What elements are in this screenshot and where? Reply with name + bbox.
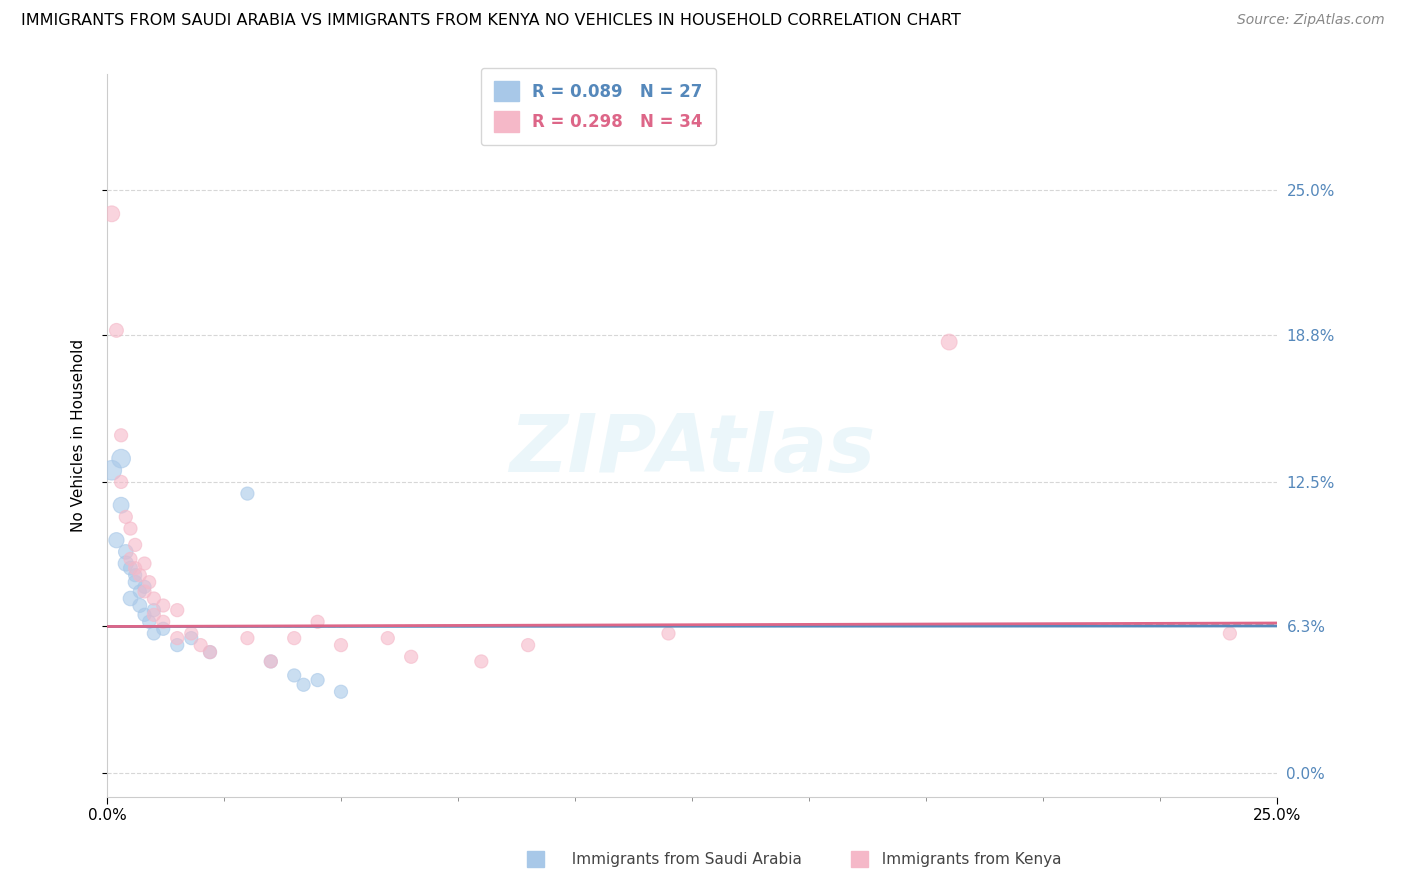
Point	[307, 615, 329, 629]
Point	[377, 631, 399, 645]
Point	[470, 655, 492, 669]
Point	[124, 538, 146, 552]
Point	[152, 599, 174, 613]
Point	[105, 323, 128, 337]
Point	[180, 626, 202, 640]
Point	[236, 486, 259, 500]
Point	[283, 631, 305, 645]
Text: ZIPAtlas: ZIPAtlas	[509, 410, 875, 489]
Point	[292, 678, 315, 692]
Point	[120, 561, 142, 575]
Point	[330, 638, 353, 652]
Point	[190, 638, 212, 652]
Point	[142, 626, 165, 640]
Point	[142, 603, 165, 617]
Text: IMMIGRANTS FROM SAUDI ARABIA VS IMMIGRANTS FROM KENYA NO VEHICLES IN HOUSEHOLD C: IMMIGRANTS FROM SAUDI ARABIA VS IMMIGRAN…	[21, 13, 960, 29]
Point	[120, 552, 142, 566]
Point	[120, 591, 142, 606]
Point	[120, 522, 142, 536]
Point	[399, 649, 422, 664]
Point	[938, 334, 960, 349]
Point	[110, 498, 132, 512]
Point	[124, 561, 146, 575]
Point	[134, 607, 156, 622]
Point	[152, 615, 174, 629]
Point	[283, 668, 305, 682]
Point	[110, 451, 132, 466]
Point	[198, 645, 221, 659]
Point	[152, 622, 174, 636]
Point	[105, 533, 128, 548]
Y-axis label: No Vehicles in Household: No Vehicles in Household	[72, 339, 86, 532]
Point	[166, 631, 188, 645]
Point	[517, 638, 540, 652]
Point	[128, 584, 150, 599]
Point	[142, 591, 165, 606]
Point	[260, 655, 283, 669]
Point	[100, 463, 122, 477]
Point	[114, 545, 136, 559]
Point	[1219, 626, 1241, 640]
Text: Immigrants from Saudi Arabia: Immigrants from Saudi Arabia	[562, 852, 803, 867]
Point	[138, 615, 160, 629]
Point	[110, 475, 132, 489]
Legend: R = 0.089   N = 27, R = 0.298   N = 34: R = 0.089 N = 27, R = 0.298 N = 34	[481, 68, 716, 145]
Point	[142, 607, 165, 622]
Point	[330, 685, 353, 699]
Point	[134, 580, 156, 594]
Point	[110, 428, 132, 442]
Point	[128, 568, 150, 582]
Point	[100, 207, 122, 221]
Point	[307, 673, 329, 687]
Point	[138, 575, 160, 590]
Point	[124, 575, 146, 590]
Point	[128, 599, 150, 613]
Point	[134, 584, 156, 599]
Point	[114, 557, 136, 571]
Point	[198, 645, 221, 659]
Point	[114, 509, 136, 524]
Point	[657, 626, 679, 640]
Point	[236, 631, 259, 645]
Point	[260, 655, 283, 669]
Point	[166, 603, 188, 617]
Text: Source: ZipAtlas.com: Source: ZipAtlas.com	[1237, 13, 1385, 28]
Point	[124, 568, 146, 582]
Point	[180, 631, 202, 645]
Text: Immigrants from Kenya: Immigrants from Kenya	[872, 852, 1062, 867]
Point	[166, 638, 188, 652]
Point	[134, 557, 156, 571]
